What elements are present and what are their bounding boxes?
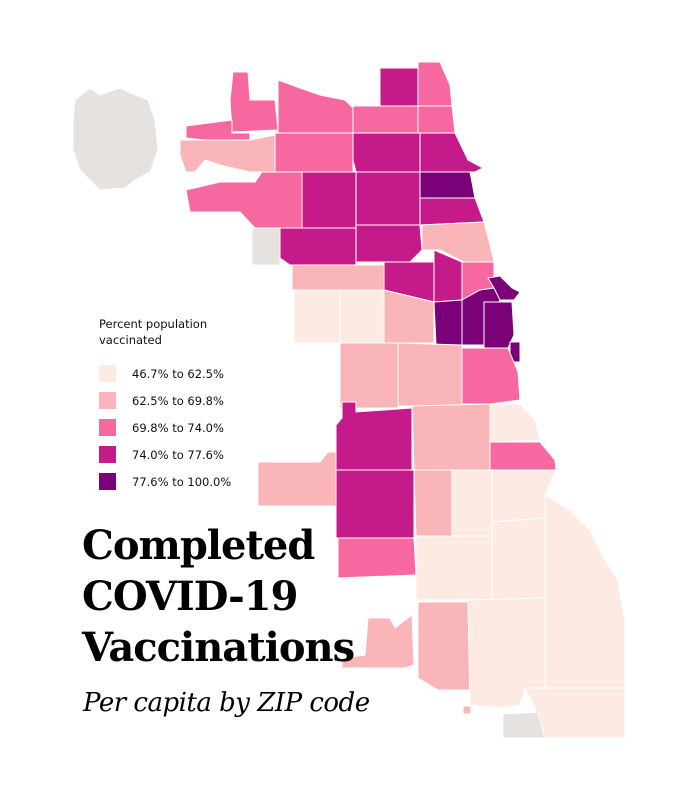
legend-item: 74.0% to 77.6% xyxy=(99,441,299,468)
zip-area xyxy=(417,61,453,107)
legend-swatch xyxy=(99,473,116,490)
zip-area-nodata-ohare xyxy=(72,87,159,191)
legend-item: 69.8% to 74.0% xyxy=(99,414,299,441)
zip-area xyxy=(185,119,251,141)
zip-area xyxy=(415,535,493,601)
legend-label: 77.6% to 100.0% xyxy=(132,474,232,489)
legend-title-line1: Percent population xyxy=(99,317,208,331)
zip-area xyxy=(341,614,415,669)
zip-area xyxy=(487,275,521,301)
zip-area xyxy=(339,289,385,344)
zip-area xyxy=(352,105,419,134)
zip-area xyxy=(355,224,423,263)
zip-area xyxy=(397,342,463,407)
zip-area xyxy=(277,79,354,134)
zip-area xyxy=(462,705,472,715)
legend-swatch xyxy=(99,419,116,436)
zip-area xyxy=(467,597,546,709)
zip-area xyxy=(379,67,419,107)
zip-area xyxy=(179,134,276,173)
zip-area xyxy=(355,171,421,226)
zip-area xyxy=(419,171,476,199)
zip-area xyxy=(301,171,357,229)
map-title: Completed COVID-19 Vaccinations xyxy=(82,520,382,673)
legend-swatch xyxy=(99,365,116,382)
zip-area xyxy=(352,132,421,173)
legend-item: 62.5% to 69.8% xyxy=(99,387,299,414)
zip-area xyxy=(451,469,493,537)
zip-area xyxy=(335,401,413,471)
legend-label: 46.7% to 62.5% xyxy=(132,366,224,381)
zip-area xyxy=(491,517,546,601)
zip-area xyxy=(417,601,471,691)
zip-area xyxy=(524,687,626,739)
zip-area xyxy=(274,132,354,173)
legend-item: 77.6% to 100.0% xyxy=(99,468,299,495)
title-line1: Completed xyxy=(82,522,315,569)
zip-area xyxy=(411,403,491,471)
legend-item: 46.7% to 62.5% xyxy=(99,360,299,387)
legend-title: Percent population vaccinated xyxy=(99,316,299,348)
zip-area xyxy=(339,342,399,409)
zip-area xyxy=(417,105,456,134)
legend-title-line2: vaccinated xyxy=(99,333,162,347)
zip-area xyxy=(185,171,303,229)
zip-area xyxy=(293,289,341,344)
zip-area xyxy=(229,71,279,133)
map-subtitle: Per capita by ZIP code xyxy=(83,688,370,718)
legend-label: 69.8% to 74.0% xyxy=(132,420,224,435)
zip-area xyxy=(489,441,557,471)
legend-label: 74.0% to 77.6% xyxy=(132,447,224,462)
legend-swatch xyxy=(99,446,116,463)
zip-area xyxy=(544,494,626,689)
legend-label: 62.5% to 69.8% xyxy=(132,393,224,408)
zip-area xyxy=(257,451,337,507)
zip-area xyxy=(291,264,385,291)
zip-area xyxy=(433,299,463,346)
zip-area xyxy=(483,301,515,349)
zip-area xyxy=(489,403,541,443)
zip-area xyxy=(461,347,521,405)
zip-area-nodata xyxy=(502,711,546,739)
title-line2: COVID-19 xyxy=(82,573,298,620)
zip-area xyxy=(419,197,485,226)
zip-area xyxy=(413,469,453,539)
map-legend: Percent population vaccinated 46.7% to 6… xyxy=(99,316,299,495)
zip-area xyxy=(419,132,485,173)
zip-area xyxy=(383,289,435,344)
zip-area-nodata xyxy=(251,227,281,266)
legend-swatch xyxy=(99,392,116,409)
zip-area xyxy=(279,227,357,266)
zip-area xyxy=(421,221,495,263)
title-line3: Vaccinations xyxy=(82,624,355,671)
